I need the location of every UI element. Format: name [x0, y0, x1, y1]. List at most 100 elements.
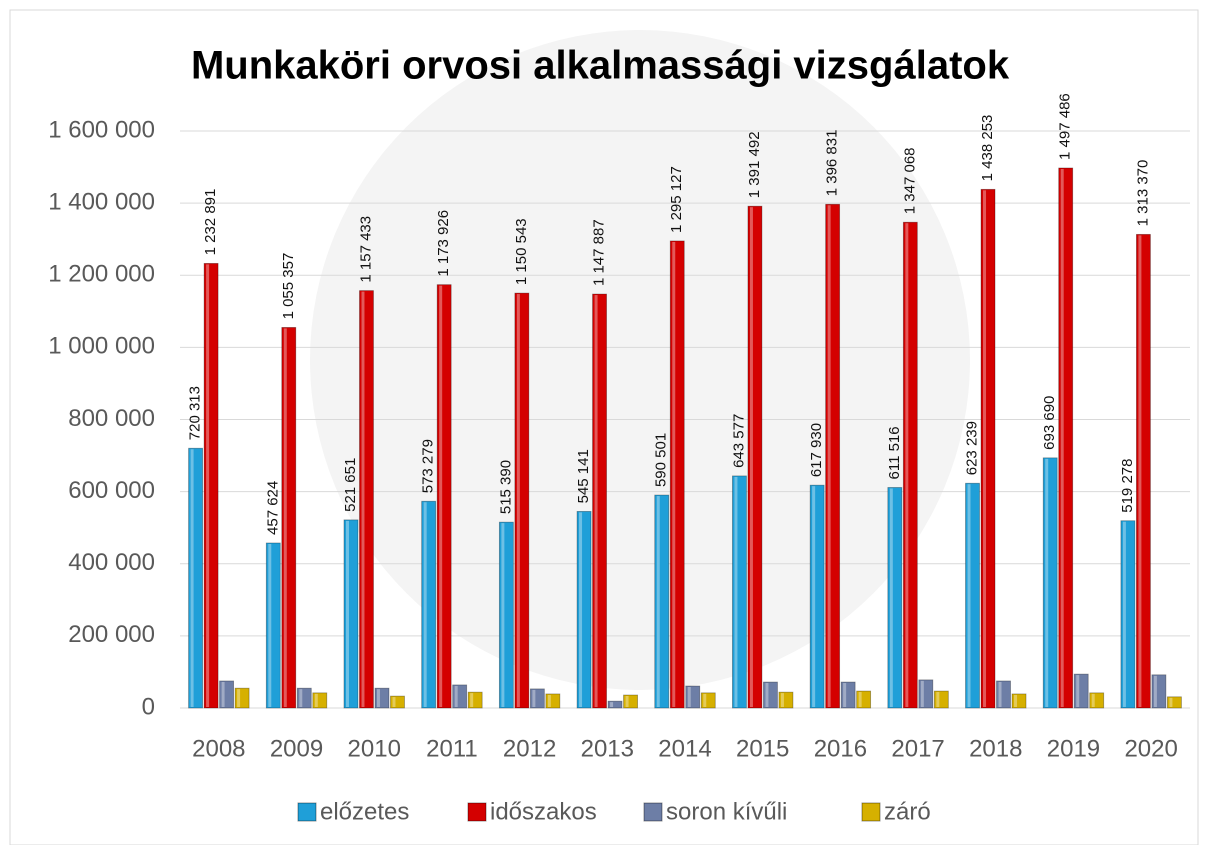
bar-highlight — [688, 687, 691, 707]
data-label: 643 577 — [730, 414, 747, 468]
bar-highlight — [672, 242, 675, 707]
legend-label: záró — [884, 798, 931, 825]
data-label: 1 147 887 — [591, 219, 608, 286]
chart-title: Munkaköri orvosi alkalmassági vizsgálato… — [191, 44, 1010, 88]
bar-highlight — [222, 682, 225, 707]
bar-highlight — [999, 682, 1002, 707]
legend-marker — [468, 803, 486, 821]
bar-highlight — [1076, 675, 1079, 707]
data-label: 617 930 — [808, 423, 825, 477]
bar-highlight — [1169, 698, 1172, 707]
y-tick-label: 800 000 — [68, 405, 155, 432]
bar-highlight — [626, 696, 629, 707]
x-tick-label: 2011 — [426, 735, 478, 762]
data-label: 457 624 — [264, 481, 281, 535]
x-tick-label: 2016 — [814, 735, 867, 762]
data-label: 1 391 492 — [746, 131, 763, 198]
bar-highlight — [812, 486, 815, 707]
y-tick-label: 0 — [142, 693, 155, 720]
bar-highlight — [501, 523, 504, 707]
bar-highlight — [361, 292, 364, 707]
bar-highlight — [191, 449, 194, 707]
bar-highlight — [1154, 676, 1157, 707]
x-tick-label: 2012 — [503, 735, 556, 762]
data-label: 519 278 — [1119, 459, 1136, 513]
y-tick-label: 1 400 000 — [48, 188, 155, 215]
legend-label: előzetes — [320, 798, 409, 825]
x-tick-label: 2009 — [270, 735, 323, 762]
bar-highlight — [268, 544, 271, 707]
y-tick-label: 1 600 000 — [48, 116, 155, 143]
chart: Munkaköri orvosi alkalmassági vizsgálato… — [0, 0, 1208, 845]
bar-highlight — [983, 190, 986, 707]
bar-highlight — [890, 488, 893, 707]
bar-highlight — [750, 207, 753, 707]
x-tick-label: 2019 — [1047, 735, 1100, 762]
data-label: 1 157 433 — [357, 216, 374, 283]
bar-highlight — [828, 205, 831, 707]
bar-highlight — [439, 286, 442, 707]
data-label: 720 313 — [187, 386, 204, 440]
bar-highlight — [1061, 169, 1064, 707]
bar-highlight — [315, 694, 318, 707]
bar-highlight — [377, 689, 380, 707]
x-tick-label: 2008 — [192, 735, 245, 762]
data-label: 1 438 253 — [979, 115, 996, 182]
data-label: 1 055 357 — [280, 253, 297, 320]
x-tick-label: 2015 — [736, 735, 789, 762]
bar-highlight — [1138, 235, 1141, 707]
data-label: 611 516 — [886, 426, 903, 479]
bar-highlight — [1045, 459, 1048, 707]
y-tick-label: 400 000 — [68, 549, 155, 576]
bar-highlight — [284, 328, 287, 707]
bar-highlight — [734, 477, 737, 707]
bar-highlight — [206, 264, 209, 707]
bar-highlight — [968, 484, 971, 707]
bar-highlight — [548, 695, 551, 707]
bar-highlight — [921, 681, 924, 707]
bar-highlight — [781, 693, 784, 707]
bar-highlight — [1014, 695, 1017, 707]
y-tick-label: 200 000 — [68, 621, 155, 648]
bar-highlight — [657, 496, 660, 707]
data-label: 515 390 — [497, 460, 514, 514]
x-tick-label: 2018 — [969, 735, 1022, 762]
legend-label: soron kívűli — [666, 798, 787, 825]
bar-highlight — [843, 683, 846, 707]
y-tick-label: 600 000 — [68, 477, 155, 504]
bar-highlight — [765, 683, 768, 707]
bar-highlight — [595, 295, 598, 707]
bar-highlight — [455, 686, 458, 707]
bar-highlight — [392, 697, 395, 707]
data-label: 545 141 — [575, 449, 592, 503]
data-label: 590 501 — [653, 433, 670, 487]
y-tick-label: 1 200 000 — [48, 261, 155, 288]
data-label: 1 497 486 — [1057, 93, 1074, 160]
data-label: 521 651 — [342, 458, 359, 512]
data-label: 1 396 831 — [824, 130, 841, 197]
bar-highlight — [610, 702, 613, 707]
data-label: 693 690 — [1041, 396, 1058, 450]
data-label: 1 295 127 — [668, 166, 685, 233]
data-label: 623 239 — [963, 421, 980, 475]
legend-label: időszakos — [490, 798, 597, 825]
x-tick-label: 2010 — [348, 735, 401, 762]
bar-highlight — [299, 689, 302, 707]
bar-highlight — [517, 294, 520, 707]
data-label: 573 279 — [420, 439, 437, 493]
data-label: 1 313 370 — [1134, 160, 1151, 227]
bar-highlight — [1123, 522, 1126, 707]
legend-marker — [644, 803, 662, 821]
bar-highlight — [579, 512, 582, 707]
bar-highlight — [424, 502, 427, 707]
bar-highlight — [859, 692, 862, 707]
legend-marker — [862, 803, 880, 821]
data-label: 1 173 926 — [435, 210, 452, 277]
bar-highlight — [237, 689, 240, 707]
bar-highlight — [1092, 694, 1095, 707]
bar-highlight — [470, 693, 473, 707]
bar-highlight — [703, 694, 706, 707]
x-tick-label: 2013 — [581, 735, 634, 762]
data-label: 1 150 543 — [513, 218, 530, 285]
bar-highlight — [532, 690, 535, 707]
